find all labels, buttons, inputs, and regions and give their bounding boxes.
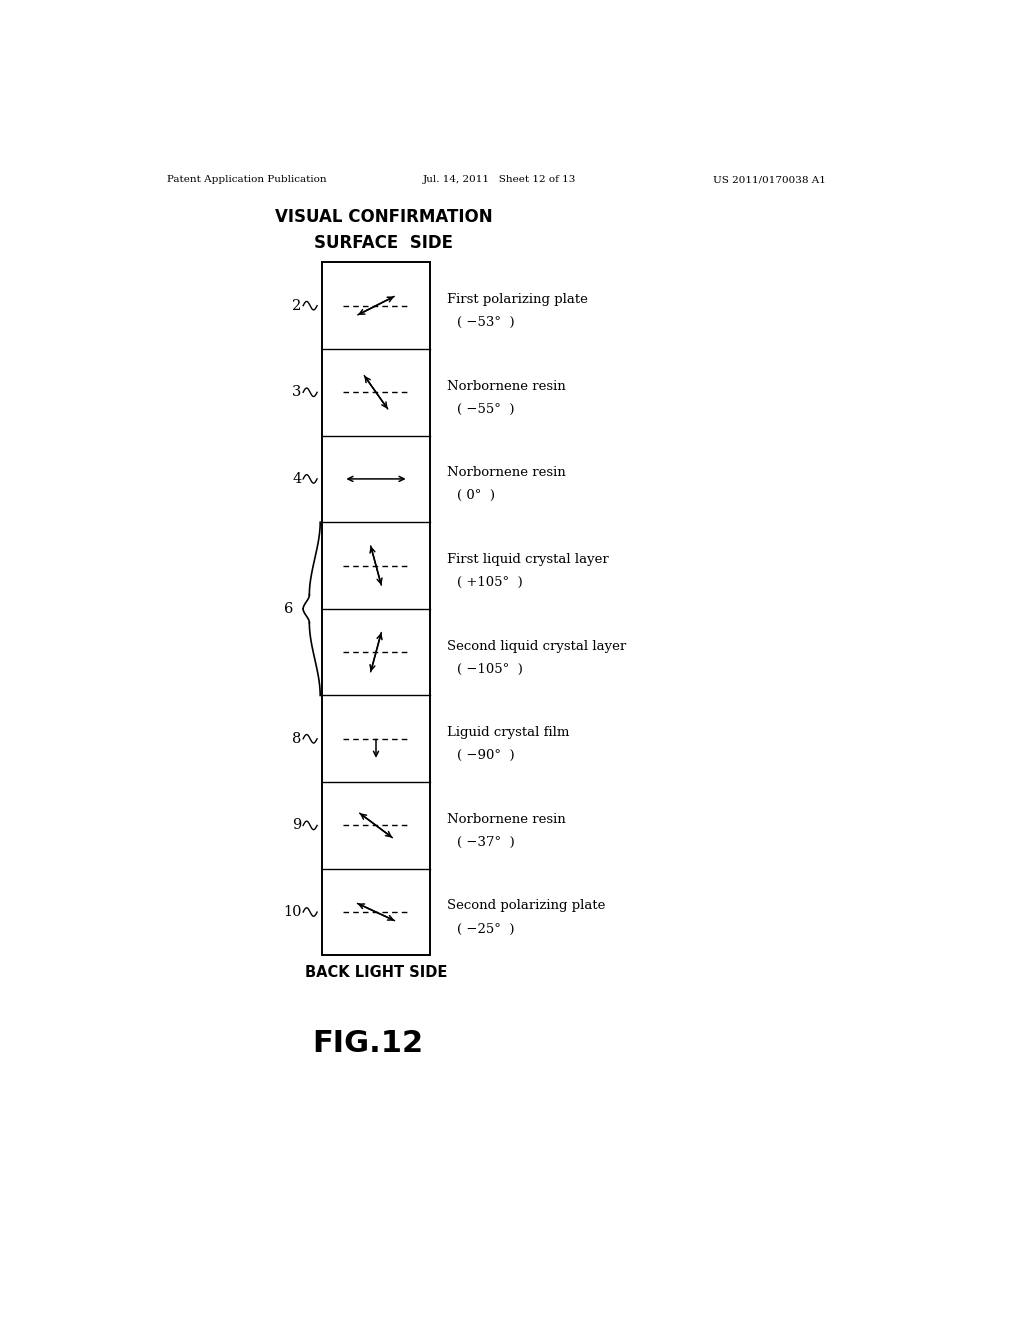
Text: First polarizing plate: First polarizing plate [447, 293, 588, 306]
Text: ( −90°  ): ( −90° ) [457, 750, 514, 762]
Text: ( −25°  ): ( −25° ) [457, 923, 514, 936]
Text: Second liquid crystal layer: Second liquid crystal layer [447, 639, 627, 652]
Text: ( −55°  ): ( −55° ) [457, 403, 514, 416]
Text: Norbornene resin: Norbornene resin [447, 380, 566, 392]
Text: 10: 10 [283, 906, 302, 919]
Text: Patent Application Publication: Patent Application Publication [167, 176, 327, 185]
Text: Second polarizing plate: Second polarizing plate [447, 899, 605, 912]
Text: 2: 2 [292, 298, 302, 313]
Text: 8: 8 [292, 731, 302, 746]
Bar [322, 263, 430, 956]
Text: FIG.12: FIG.12 [312, 1028, 424, 1057]
Text: ( +105°  ): ( +105° ) [457, 576, 522, 589]
Text: ( −105°  ): ( −105° ) [457, 663, 522, 676]
Text: 4: 4 [292, 473, 302, 486]
Text: Norbornene resin: Norbornene resin [447, 466, 566, 479]
Text: SURFACE  SIDE: SURFACE SIDE [314, 234, 454, 252]
Text: ( 0°  ): ( 0° ) [457, 490, 495, 503]
Text: Liguid crystal film: Liguid crystal film [447, 726, 569, 739]
Text: ( −37°  ): ( −37° ) [457, 836, 514, 849]
Text: ( −53°  ): ( −53° ) [457, 315, 514, 329]
Text: 6: 6 [285, 602, 294, 616]
Text: Jul. 14, 2011   Sheet 12 of 13: Jul. 14, 2011 Sheet 12 of 13 [423, 176, 575, 185]
Text: US 2011/0170038 A1: US 2011/0170038 A1 [713, 176, 826, 185]
Text: BACK LIGHT SIDE: BACK LIGHT SIDE [305, 965, 447, 979]
Text: Norbornene resin: Norbornene resin [447, 813, 566, 826]
Text: 9: 9 [292, 818, 302, 833]
Text: VISUAL CONFIRMATION: VISUAL CONFIRMATION [274, 209, 493, 227]
Text: First liquid crystal layer: First liquid crystal layer [447, 553, 609, 566]
Text: 3: 3 [292, 385, 302, 399]
